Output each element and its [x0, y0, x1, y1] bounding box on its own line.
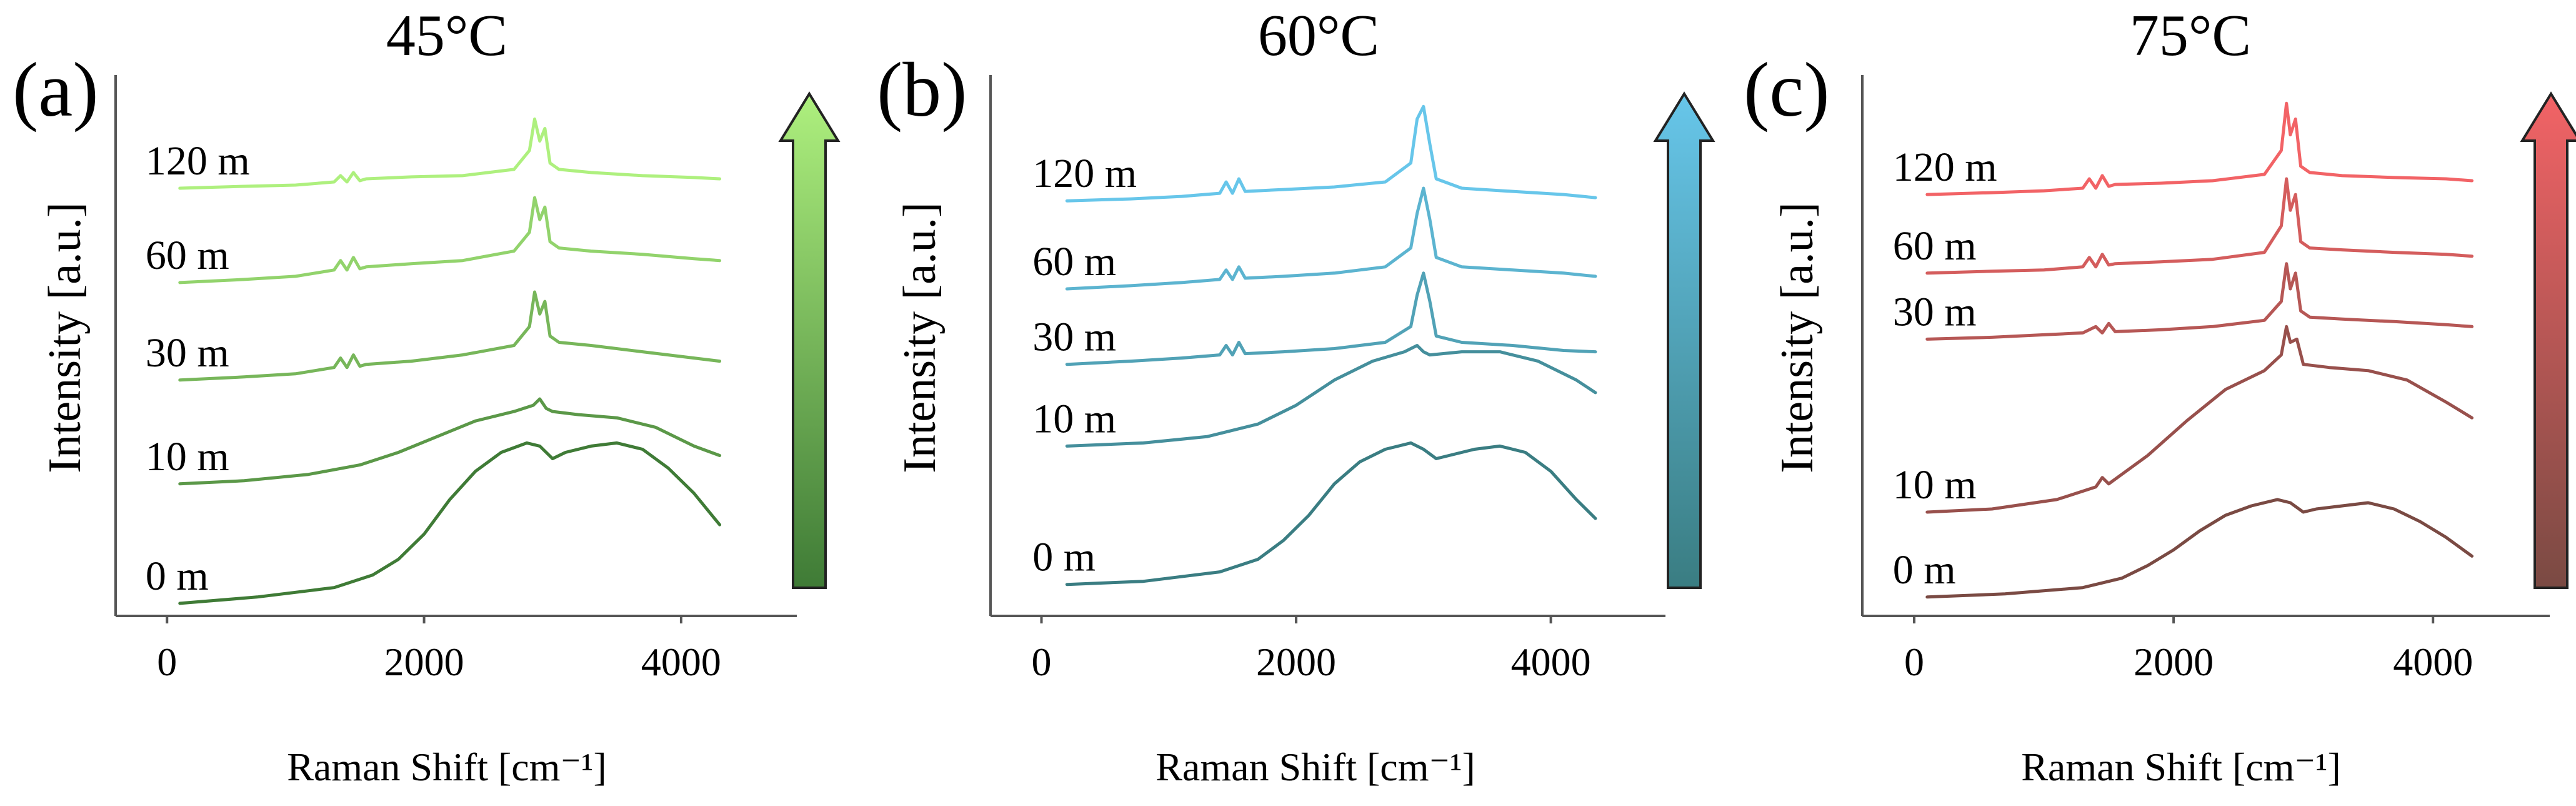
panel-b-plot: 0 2000 4000 0 m 10 m 30 m 60 m 120 m: [989, 75, 1715, 684]
panel-c-title: 75°C: [2130, 3, 2251, 68]
panel-c-series-line: [1925, 262, 2474, 341]
panel-c-series-label: 0 m: [1893, 547, 1956, 593]
panel-c-series-label: 30 m: [1893, 289, 1977, 335]
panel-b-series-label: 0 m: [1032, 535, 1096, 580]
panel-b-series-label: 120 m: [1032, 151, 1137, 196]
panel-c-x-tick-label: 2000: [2134, 640, 2214, 684]
panel-c-series-line: [1925, 101, 2474, 196]
panel-a-plot: 0 2000 4000 0 m 10 m 30 m 60 m 120 m: [114, 75, 841, 684]
panel-a-series-label: 30 m: [146, 330, 229, 376]
panel-a-label: (a): [12, 47, 99, 133]
panel-a-trend-arrow-icon: [778, 91, 841, 589]
panel-b-series-line: [1065, 186, 1597, 291]
panel-b-series-label: 60 m: [1032, 239, 1116, 285]
panel-a-x-tick-label: 4000: [641, 640, 721, 684]
panel-c-trend-arrow-icon: [2520, 91, 2576, 589]
panel-a-x-tick-label: 0: [157, 640, 177, 684]
panel-c-series-line: [1925, 498, 2474, 599]
panel-a-series-label: 60 m: [146, 233, 229, 278]
panel-a-series-line: [178, 196, 722, 285]
panel-b-x-tick-label: 0: [1032, 640, 1052, 684]
panel-b-x-tick-label: 4000: [1511, 640, 1591, 684]
panel-c-series-line: [1925, 177, 2474, 275]
panel-a-title: 45°C: [386, 3, 507, 68]
panel-c: (c) 75°C Intensity [a.u.] Raman Shift [c…: [1744, 3, 2576, 789]
panel-b-title: 60°C: [1258, 3, 1379, 68]
panel-a: (a) 45°C Intensity [a.u.] Raman Shift [c…: [12, 3, 841, 789]
panel-b-series-line: [1065, 271, 1597, 366]
panel-c-plot: 0 2000 4000 0 m 10 m 30 m 60 m 120 m: [1861, 75, 2576, 684]
panel-b-trend-arrow-icon: [1653, 91, 1715, 589]
panel-c-x-tick-label: 0: [1904, 640, 1924, 684]
panel-a-x-tick-label: 2000: [384, 640, 464, 684]
panel-c-label: (c): [1744, 47, 1830, 133]
panel-c-series-label: 10 m: [1893, 462, 1977, 508]
panel-a-series-label: 10 m: [146, 434, 229, 480]
panel-b-series-line: [1065, 104, 1597, 203]
panel-c-x-tick-label: 4000: [2393, 640, 2473, 684]
panel-b-series-label: 30 m: [1032, 315, 1116, 360]
panel-b-series-line: [1065, 344, 1597, 448]
panel-c-series-line: [1925, 325, 2474, 514]
panel-c-ylabel: Intensity [a.u.]: [1772, 202, 1823, 473]
panel-a-ylabel: Intensity [a.u.]: [39, 202, 91, 473]
panel-c-xlabel: Raman Shift [cm⁻¹]: [2021, 745, 2341, 789]
panel-b-x-tick-label: 2000: [1256, 640, 1336, 684]
panel-a-series-label: 120 m: [146, 138, 250, 184]
panel-b-ylabel: Intensity [a.u.]: [894, 202, 946, 473]
panel-a-xlabel: Raman Shift [cm⁻¹]: [287, 745, 607, 789]
panel-a-series-line: [178, 441, 722, 605]
panel-a-series-label: 0 m: [146, 553, 209, 599]
panel-b-xlabel: Raman Shift [cm⁻¹]: [1156, 745, 1475, 789]
panel-a-series-line: [178, 117, 722, 190]
panel-a-series-line: [178, 397, 722, 486]
panel-c-series-label: 120 m: [1893, 144, 1997, 190]
panel-b-series-label: 10 m: [1032, 396, 1116, 441]
panel-a-series-line: [178, 290, 722, 382]
panel-b: (b) 60°C Intensity [a.u.] Raman Shift [c…: [877, 3, 1715, 789]
panel-b-label: (b): [877, 47, 967, 133]
panel-b-series-line: [1065, 441, 1597, 587]
panel-c-series-label: 60 m: [1893, 223, 1977, 269]
